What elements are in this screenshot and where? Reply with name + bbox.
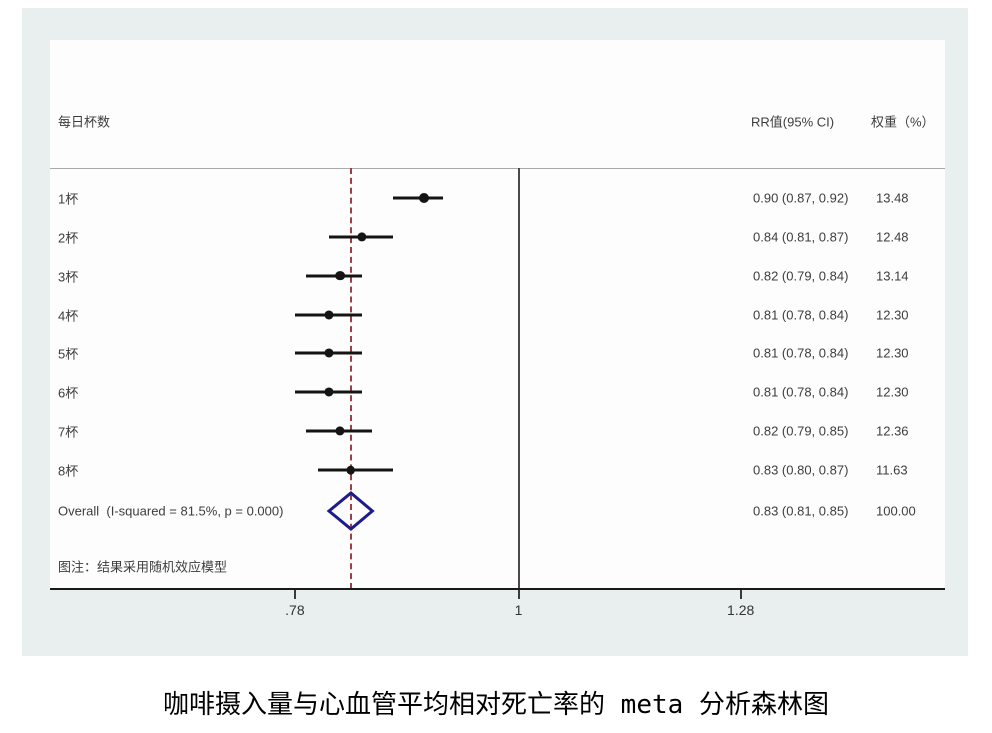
forest-row-label: 5杯 [58,346,79,362]
weight-value: 12.48 [876,229,909,245]
overall-diamond [326,491,375,531]
effect-marker [324,387,334,397]
weight-value: 12.36 [876,423,909,439]
weight-value: 12.30 [876,345,909,361]
overall-label: Overall (I-squared = 81.5%, p = 0.000) [58,503,284,519]
effect-marker [335,270,345,281]
effect-marker [346,465,356,475]
null-reference-line [517,168,520,589]
forest-row-label: 2杯 [58,230,79,246]
rr-value: 0.81 (0.78, 0.84) [753,345,849,361]
weight-value: 12.30 [876,307,909,323]
forest-row-label: 8杯 [58,463,79,479]
pooled-estimate-dashed-line [349,168,352,589]
effect-marker [356,232,367,242]
x-axis-line [50,588,945,590]
x-axis-tick [739,590,742,599]
plot-note: 图注：结果采用随机效应模型 [58,559,228,575]
forest-row-label: 4杯 [58,308,79,324]
x-axis-tick [293,590,296,599]
rr-value: 0.83 (0.80, 0.87) [753,462,849,478]
x-axis-tick-label: 1.28 [727,602,755,618]
x-axis-tick [517,590,520,599]
effect-marker [418,193,429,203]
ci-line [306,274,362,278]
weight-value: 13.48 [876,190,909,206]
rr-value: 0.90 (0.87, 0.92) [753,190,849,206]
effect-marker [324,348,334,358]
forest-row-label: 7杯 [58,424,79,440]
column-header-study: 每日杯数 [58,114,111,130]
figure-caption: 咖啡摄入量与心血管平均相对死亡率的 meta 分析森林图 [163,690,829,720]
ci-line [317,468,394,472]
header-divider-line [50,168,945,169]
forest-row-label: 6杯 [58,385,79,401]
x-axis-tick-label: 1 [514,602,523,618]
effect-marker [324,310,334,320]
x-axis-tick-label: .78 [285,602,305,618]
weight-value: 12.30 [876,384,909,400]
overall-weight-value: 100.00 [876,503,916,519]
ci-line [393,196,444,200]
plot-area [50,40,945,589]
rr-value: 0.81 (0.78, 0.84) [753,307,849,323]
rr-value: 0.81 (0.78, 0.84) [753,384,849,400]
overall-rr-value: 0.83 (0.81, 0.85) [753,503,849,519]
forest-row-label: 3杯 [58,269,79,285]
forest-row-label: 1杯 [58,191,79,207]
rr-value: 0.82 (0.79, 0.85) [753,423,849,439]
effect-marker [335,426,345,436]
rr-value: 0.82 (0.79, 0.84) [753,268,849,284]
weight-value: 11.63 [876,462,908,478]
column-header-weight: 权重（%） [871,114,935,130]
weight-value: 13.14 [876,268,909,284]
column-header-rr: RR值(95% CI) [751,114,835,130]
rr-value: 0.84 (0.81, 0.87) [753,229,849,245]
